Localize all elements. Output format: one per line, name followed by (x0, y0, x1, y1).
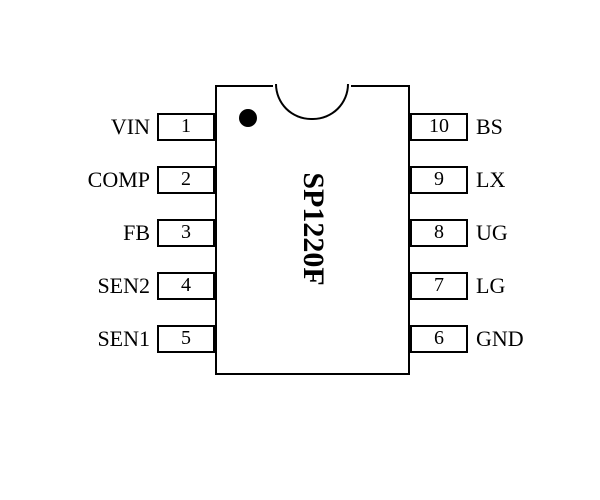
pin-number-6: 6 (410, 327, 468, 350)
pin-number-2: 2 (157, 168, 215, 191)
pin-number-5: 5 (157, 327, 215, 350)
pin-label-10: BS (476, 114, 566, 140)
pin-number-9: 9 (410, 168, 468, 191)
pin-number-7: 7 (410, 274, 468, 297)
part-number-label: SP1220F (296, 149, 330, 309)
pin-label-1: VIN (60, 114, 150, 140)
pin-label-5: SEN1 (60, 326, 150, 352)
pin-number-3: 3 (157, 221, 215, 244)
pin-label-9: LX (476, 167, 566, 193)
pin-label-7: LG (476, 273, 566, 299)
pin-number-8: 8 (410, 221, 468, 244)
pin-number-4: 4 (157, 274, 215, 297)
pin-label-4: SEN2 (60, 273, 150, 299)
pin-label-8: UG (476, 220, 566, 246)
pin-label-2: COMP (60, 167, 150, 193)
pin-label-6: GND (476, 326, 566, 352)
pin1-dot-icon (239, 109, 257, 127)
pin-number-1: 1 (157, 115, 215, 138)
pin-number-10: 10 (410, 115, 468, 138)
pin-label-3: FB (60, 220, 150, 246)
